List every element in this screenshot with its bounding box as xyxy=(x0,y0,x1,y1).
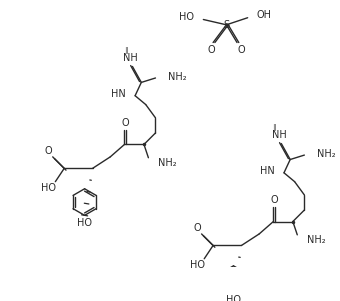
Text: O: O xyxy=(270,195,278,205)
Text: NH: NH xyxy=(123,53,138,63)
Text: HO: HO xyxy=(190,260,205,270)
Text: HN: HN xyxy=(260,166,275,176)
Text: HN: HN xyxy=(112,89,126,99)
Text: NH₂: NH₂ xyxy=(168,72,187,82)
Text: O: O xyxy=(207,45,215,54)
Text: HO: HO xyxy=(226,295,241,301)
Text: ∥: ∥ xyxy=(272,123,276,130)
Text: OH: OH xyxy=(256,10,272,20)
Text: O: O xyxy=(121,118,129,128)
Text: O: O xyxy=(238,45,245,54)
Text: NH₂: NH₂ xyxy=(317,149,335,159)
Text: HO: HO xyxy=(180,12,194,22)
Text: O: O xyxy=(193,223,201,233)
Text: O: O xyxy=(45,146,52,156)
Text: NH₂: NH₂ xyxy=(307,235,326,245)
Text: HO: HO xyxy=(41,183,56,193)
Text: ∥: ∥ xyxy=(124,46,127,53)
Text: NH₂: NH₂ xyxy=(158,158,177,168)
Text: S: S xyxy=(223,20,230,30)
Text: HO: HO xyxy=(77,218,92,228)
Text: NH: NH xyxy=(272,130,287,140)
